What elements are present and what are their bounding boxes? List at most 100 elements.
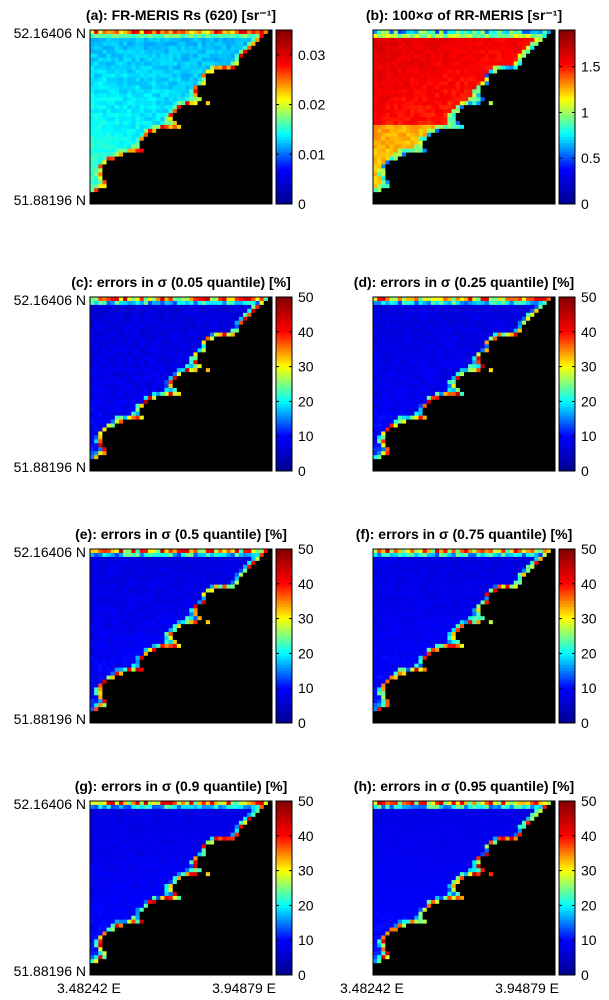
land-cell — [522, 81, 527, 85]
heatmap-cell — [102, 77, 107, 81]
land-cell — [510, 113, 515, 117]
heatmap-cell — [94, 77, 99, 81]
land-cell — [94, 196, 99, 200]
land-cell — [493, 93, 498, 97]
heatmap-cell — [169, 105, 174, 109]
heatmap-cell — [164, 125, 169, 129]
heatmap-cell — [119, 145, 124, 149]
colorbar-step — [276, 181, 292, 184]
land-cell — [231, 180, 236, 184]
land-cell — [144, 196, 149, 200]
heatmap-cell — [169, 81, 174, 85]
land-cell — [264, 121, 269, 125]
heatmap-cell — [468, 62, 473, 66]
heatmap-cell — [115, 153, 120, 157]
heatmap-cell — [140, 137, 145, 141]
land-cell — [193, 172, 198, 176]
heatmap-cell — [193, 42, 198, 46]
land-cell — [227, 129, 232, 133]
heatmap-cell — [115, 113, 120, 117]
land-cell — [264, 74, 269, 78]
heatmap-cell — [169, 62, 174, 66]
heatmap-cell — [243, 42, 248, 46]
heatmap-cell — [443, 38, 448, 42]
heatmap-cell — [472, 38, 477, 42]
heatmap-cell — [94, 50, 99, 54]
heatmap-cell — [202, 30, 207, 34]
land-cell — [501, 109, 506, 113]
land-cell — [148, 133, 153, 137]
land-cell — [202, 168, 207, 172]
heatmap-cell — [260, 30, 265, 34]
heatmap-cell — [456, 62, 461, 66]
heatmap-cell — [131, 149, 136, 153]
heatmap-cell — [123, 85, 128, 89]
heatmap-cell — [164, 42, 169, 46]
land-cell — [169, 188, 174, 192]
colorbar-step — [276, 143, 292, 146]
land-cell — [210, 157, 215, 161]
heatmap-cell — [140, 113, 145, 117]
heatmap-cell — [169, 38, 174, 42]
heatmap-cell — [456, 81, 461, 85]
colorbar-step — [276, 172, 292, 175]
land-cell — [522, 85, 527, 89]
land-cell — [464, 113, 469, 117]
land-cell — [235, 196, 240, 200]
land-cell — [247, 149, 252, 153]
heatmap-cell — [538, 38, 543, 42]
heatmap-cell — [423, 54, 428, 58]
land-cell — [243, 105, 248, 109]
land-cell — [505, 89, 510, 93]
heatmap-cell — [543, 34, 548, 38]
heatmap-cell — [452, 38, 457, 42]
heatmap-cell — [231, 38, 236, 42]
land-cell — [107, 192, 112, 196]
heatmap-cell — [140, 70, 145, 74]
heatmap-cell — [493, 38, 498, 42]
land-cell — [177, 145, 182, 149]
heatmap-cell — [381, 62, 386, 66]
land-cell — [530, 62, 535, 66]
land-cell — [468, 105, 473, 109]
heatmap-cell — [102, 85, 107, 89]
heatmap-cell — [94, 172, 99, 176]
land-cell — [260, 85, 265, 89]
land-cell — [260, 105, 265, 109]
colorbar-step — [276, 198, 292, 201]
heatmap-cell — [148, 97, 153, 101]
land-cell — [218, 125, 223, 129]
heatmap-cell — [410, 97, 415, 101]
land-cell — [239, 66, 244, 70]
heatmap-cell — [164, 117, 169, 121]
land-cell — [206, 172, 211, 176]
colorbar-step — [276, 132, 292, 135]
heatmap-cell — [90, 129, 95, 133]
land-cell — [127, 180, 132, 184]
heatmap-cell — [144, 58, 149, 62]
land-cell — [115, 188, 120, 192]
heatmap-cell — [414, 74, 419, 78]
heatmap-cell — [98, 157, 103, 161]
heatmap-cell — [148, 101, 153, 105]
heatmap-cell — [406, 101, 411, 105]
heatmap-cell — [419, 109, 424, 113]
heatmap-cell — [98, 85, 103, 89]
land-cell — [169, 168, 174, 172]
land-cell — [189, 172, 194, 176]
heatmap-cell — [485, 38, 490, 42]
land-cell — [160, 184, 165, 188]
land-cell — [243, 125, 248, 129]
heatmap-cell — [464, 85, 469, 89]
land-cell — [160, 157, 165, 161]
heatmap-cell — [198, 54, 203, 58]
heatmap-cell — [419, 101, 424, 105]
land-cell — [210, 85, 215, 89]
heatmap-cell — [98, 93, 103, 97]
heatmap-cell — [148, 93, 153, 97]
heatmap-cell — [111, 113, 116, 117]
heatmap-cell — [107, 81, 112, 85]
land-cell — [222, 141, 227, 145]
heatmap-cell — [136, 70, 141, 74]
heatmap-cell — [427, 70, 432, 74]
